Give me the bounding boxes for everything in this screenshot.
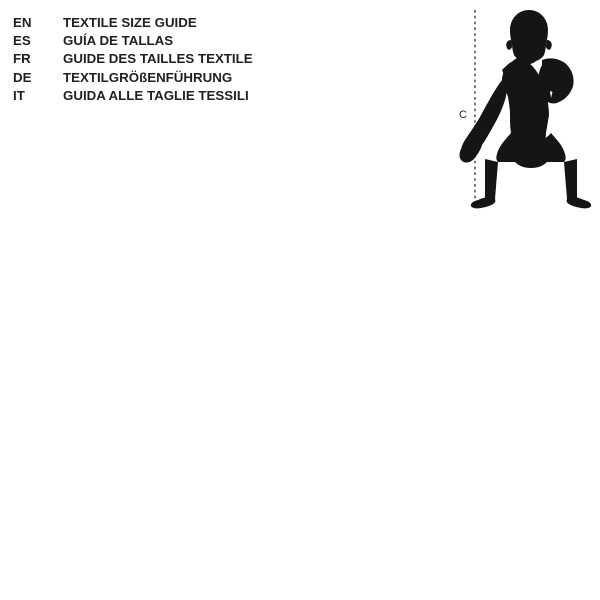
svg-text:C: C	[459, 109, 467, 121]
